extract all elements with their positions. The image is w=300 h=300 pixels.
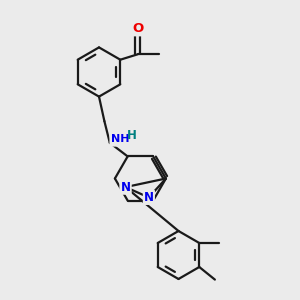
Text: O: O — [132, 22, 143, 35]
Text: H: H — [127, 129, 136, 142]
Text: N: N — [121, 181, 130, 194]
Text: NH: NH — [110, 133, 130, 146]
Text: N: N — [144, 191, 154, 204]
Text: NH: NH — [111, 134, 130, 144]
Text: N: N — [144, 191, 154, 204]
Text: O: O — [132, 22, 143, 35]
Text: N: N — [121, 181, 130, 194]
